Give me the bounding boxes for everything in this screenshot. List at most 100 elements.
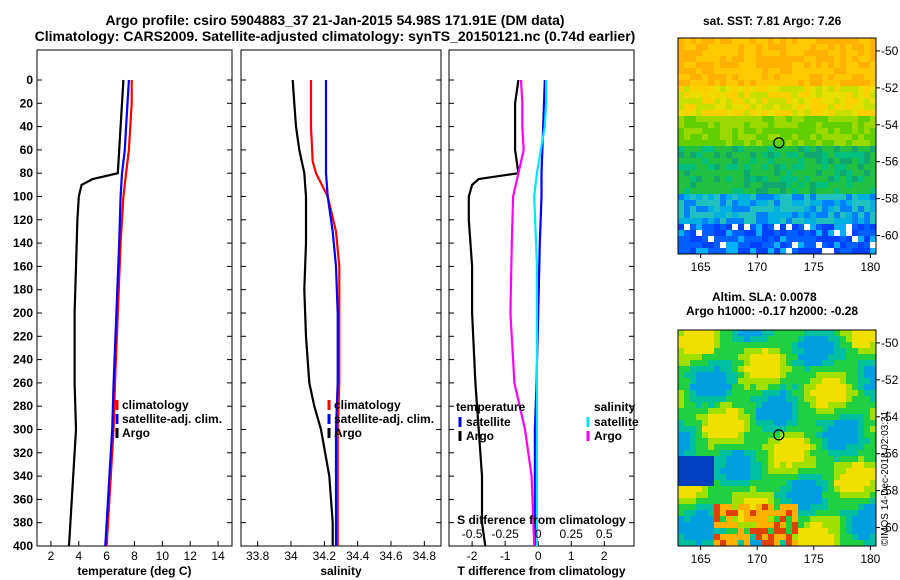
map-cell (780, 92, 787, 99)
map-cell (834, 396, 841, 403)
map-cell (810, 534, 817, 541)
map-cell (756, 56, 763, 63)
map-cell (720, 248, 727, 255)
map-cell (768, 450, 775, 457)
map-cell (720, 516, 727, 523)
map-cell (774, 152, 781, 159)
map-cell (726, 426, 733, 433)
map-cell (768, 342, 775, 349)
map-cell (864, 86, 871, 93)
map-cell (720, 92, 727, 99)
map-cell (870, 44, 877, 51)
map-cell (798, 86, 805, 93)
map-cell (720, 230, 727, 237)
map-cell (762, 182, 769, 189)
map-cell (750, 152, 757, 159)
map-cell (762, 110, 769, 117)
map-cell (852, 68, 859, 75)
map-cell (708, 170, 715, 177)
map-cell (684, 50, 691, 57)
map-cell (828, 110, 835, 117)
map-cell (834, 510, 841, 517)
map-cell (768, 56, 775, 63)
map-cell (708, 366, 715, 373)
map-cell (816, 378, 823, 385)
map-cell (786, 38, 793, 45)
map-cell (726, 134, 733, 141)
map-cell (756, 366, 763, 373)
map-cell (798, 486, 805, 493)
map-cell (750, 474, 757, 481)
map-cell (732, 164, 739, 171)
map-cell (720, 378, 727, 385)
map-cell (726, 116, 733, 123)
map-cell (822, 516, 829, 523)
map-cell (774, 360, 781, 367)
map-cell (774, 74, 781, 81)
map-cell (678, 462, 685, 469)
map-cell (786, 224, 793, 231)
map-cell (720, 74, 727, 81)
map-cell (714, 360, 721, 367)
map-cell (762, 128, 769, 135)
map-cell (828, 134, 835, 141)
map-cell (720, 456, 727, 463)
map-cell (768, 402, 775, 409)
map-cell (858, 206, 865, 213)
map-cell (810, 360, 817, 367)
depth-tick-label: 220 (13, 329, 33, 343)
map-cell (786, 450, 793, 457)
map-cell (852, 444, 859, 451)
map-cell (702, 516, 709, 523)
map-cell (708, 74, 715, 81)
map-cell (750, 92, 757, 99)
map-cell (714, 480, 721, 487)
map-cell (840, 438, 847, 445)
map-cell (696, 188, 703, 195)
map-cell (864, 408, 871, 415)
map-cell (828, 170, 835, 177)
map-cell (768, 62, 775, 69)
map-cell (678, 44, 685, 51)
map-cell (798, 170, 805, 177)
lon-tick-label: 175 (804, 552, 824, 566)
map-cell (744, 474, 751, 481)
map-cell (798, 200, 805, 207)
map-cell (714, 62, 721, 69)
map-cell (720, 80, 727, 87)
map-cell (840, 50, 847, 57)
map-cell (732, 528, 739, 535)
map-cell (840, 372, 847, 379)
map-cell (696, 456, 703, 463)
map-cell (810, 444, 817, 451)
map-cell (708, 468, 715, 475)
map-cell (804, 480, 811, 487)
map-cell (786, 164, 793, 171)
map-cell (816, 432, 823, 439)
depth-tick-label: 40 (20, 120, 34, 134)
map-cell (846, 462, 853, 469)
map-cell (786, 516, 793, 523)
map-cell (846, 522, 853, 529)
map-cell (678, 414, 685, 421)
map-cell (774, 528, 781, 535)
map-cell (864, 182, 871, 189)
map-cell (786, 360, 793, 367)
map-cell (828, 236, 835, 243)
map-cell (744, 348, 751, 355)
map-cell (816, 354, 823, 361)
map-cell (864, 122, 871, 129)
map-cell (714, 468, 721, 475)
x-tick-label: 34 (284, 549, 298, 563)
map-cell (840, 128, 847, 135)
map-cell (828, 426, 835, 433)
map-cell (870, 528, 877, 535)
map-cell (792, 170, 799, 177)
map-cell (840, 420, 847, 427)
map-cell (714, 242, 721, 249)
map-cell (804, 330, 811, 337)
map-cell (774, 122, 781, 129)
map-cell (786, 98, 793, 105)
x-tick-label: 0 (535, 549, 542, 563)
map-cell (720, 104, 727, 111)
